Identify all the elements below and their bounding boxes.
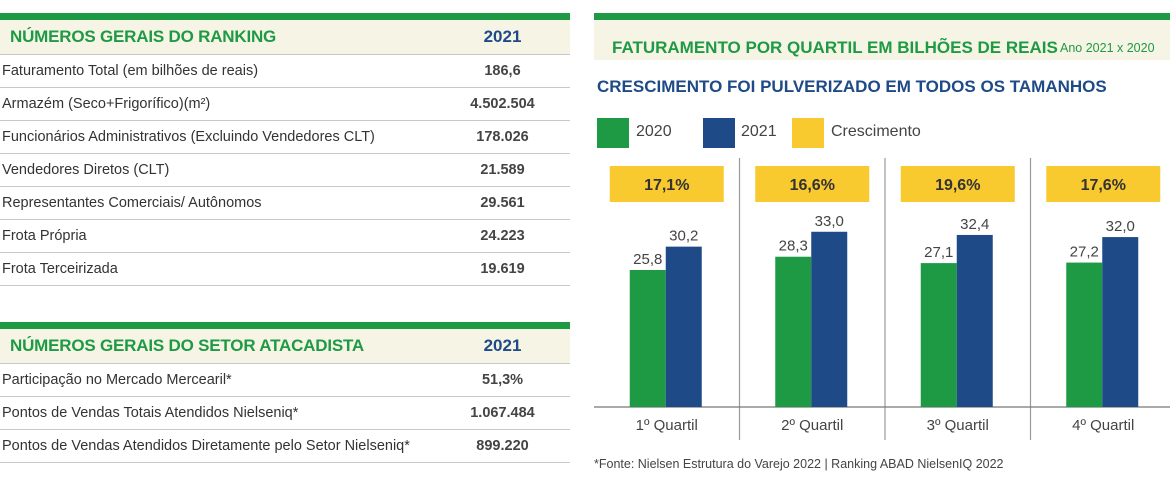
legend-swatch-growth — [792, 118, 824, 148]
ranking-row: Frota Terceirizada 19.619 — [0, 253, 570, 286]
ranking-row-value: 4.502.504 — [470, 96, 535, 112]
setor-row: Pontos de Vendas Totais Atendidos Nielse… — [0, 397, 570, 430]
ranking-table: NÚMEROS GERAIS DO RANKING 2021 Faturamen… — [0, 13, 570, 286]
setor-row-label: Participação no Mercado Mercearil* — [2, 372, 232, 388]
growth-label: 16,6% — [790, 177, 835, 194]
setor-table-rows: Participação no Mercado Mercearil* 51,3% P… — [0, 364, 570, 463]
bar-2020 — [1066, 262, 1103, 407]
ranking-table-rows: Faturamento Total (em bilhões de reais) 1… — [0, 55, 570, 286]
chart-subtitle: Ano 2021 x 2020 — [1060, 41, 1155, 55]
bar-value-label: 32,0 — [1106, 218, 1135, 235]
setor-row-label: Pontos de Vendas Atendidos Diretamente p… — [2, 438, 410, 454]
growth-label: 17,6% — [1081, 177, 1126, 194]
ranking-row-label: Armazém (Seco+Frigorífico)(m²) — [2, 96, 211, 112]
ranking-row: Armazém (Seco+Frigorífico)(m²) 4.502.504 — [0, 88, 570, 121]
setor-row: Pontos de Vendas Atendidos Diretamente p… — [0, 430, 570, 463]
legend-swatch-2020 — [597, 118, 629, 148]
bar-2020 — [629, 270, 666, 407]
ranking-table-year: 2021 — [483, 27, 522, 46]
ranking-row-value: 29.561 — [480, 195, 525, 211]
growth-badge — [900, 166, 1015, 202]
growth-label: 17,1% — [644, 177, 689, 194]
ranking-table-bar — [0, 13, 570, 20]
ranking-table-title: NÚMEROS GERAIS DO RANKING — [10, 27, 277, 46]
ranking-row: Representantes Comerciais/ Autônomos 29.5… — [0, 187, 570, 220]
growth-badge — [609, 166, 724, 202]
legend-label-2021: 2021 — [741, 123, 777, 140]
setor-table: NÚMEROS GERAIS DO SETOR ATACADISTA 2021 … — [0, 322, 570, 463]
growth-badge — [1046, 166, 1161, 202]
setor-table-year: 2021 — [483, 336, 522, 355]
legend-label-2020: 2020 — [636, 123, 672, 140]
setor-row-value: 1.067.484 — [470, 405, 535, 421]
setor-table-header: NÚMEROS GERAIS DO SETOR ATACADISTA 2021 — [0, 329, 570, 364]
ranking-row-label: Frota Terceirizada — [2, 261, 118, 277]
ranking-table-header: NÚMEROS GERAIS DO RANKING 2021 — [0, 20, 570, 55]
bar-2021 — [665, 246, 702, 407]
bar-value-label: 27,1 — [924, 244, 953, 261]
ranking-row-label: Representantes Comerciais/ Autônomos — [2, 195, 262, 211]
legend-label-growth: Crescimento — [831, 123, 921, 140]
setor-table-bar — [0, 322, 570, 329]
legend-swatch-2021 — [703, 118, 735, 148]
bar-2021 — [811, 231, 848, 407]
growth-badge — [755, 166, 870, 202]
bar-2021 — [1102, 237, 1139, 407]
chart-headline: CRESCIMENTO FOI PULVERIZADO EM TODOS OS … — [597, 77, 1107, 96]
setor-table-title: NÚMEROS GERAIS DO SETOR ATACADISTA — [10, 336, 364, 355]
ranking-row-value: 19.619 — [480, 261, 525, 277]
bar-value-label: 28,3 — [779, 238, 808, 255]
ranking-row-label: Frota Própria — [2, 228, 87, 244]
bar-value-label: 32,4 — [960, 216, 989, 233]
setor-row: Participação no Mercado Mercearil* 51,3% — [0, 364, 570, 397]
ranking-row-value: 21.589 — [480, 162, 525, 178]
ranking-row: Faturamento Total (em bilhões de reais) 1… — [0, 55, 570, 88]
category-tick-label: 1º Quartil — [636, 417, 698, 434]
chart-title-box — [594, 20, 1170, 60]
setor-row-label: Pontos de Vendas Totais Atendidos Nielse… — [2, 405, 299, 421]
ranking-row: Frota Própria 24.223 — [0, 220, 570, 253]
source-note: *Fonte: Nielsen Estrutura do Varejo 2022… — [594, 457, 1004, 471]
bar-value-label: 25,8 — [633, 251, 662, 268]
chart-title-bar — [594, 13, 1170, 20]
bar-2020 — [775, 256, 812, 407]
chart-title: FATURAMENTO POR QUARTIL EM BILHÕES DE RE… — [612, 38, 1058, 57]
category-tick-label: 4º Quartil — [1072, 417, 1134, 434]
growth-label: 19,6% — [935, 177, 980, 194]
bar-value-label: 33,0 — [815, 213, 844, 230]
category-tick-label: 3º Quartil — [927, 417, 989, 434]
ranking-row-label: Faturamento Total (em bilhões de reais) — [2, 63, 259, 79]
ranking-row-value: 24.223 — [480, 228, 525, 244]
category-tick-label: 2º Quartil — [781, 417, 843, 434]
bar-2020 — [920, 263, 957, 407]
bar-value-label: 27,2 — [1070, 244, 1099, 261]
bar-2021 — [956, 234, 993, 407]
setor-row-value: 899.220 — [476, 438, 529, 454]
ranking-row-label: Vendedores Diretos (CLT) — [2, 162, 170, 178]
setor-row-value: 51,3% — [481, 372, 524, 388]
ranking-row-value: 178.026 — [476, 129, 529, 145]
ranking-row: Vendedores Diretos (CLT) 21.589 — [0, 154, 570, 187]
ranking-row: Funcionários Administrativos (Excluindo … — [0, 121, 570, 154]
ranking-row-label: Funcionários Administrativos (Excluindo … — [2, 129, 375, 145]
ranking-row-value: 186,6 — [484, 63, 521, 79]
bar-value-label: 30,2 — [669, 228, 698, 245]
